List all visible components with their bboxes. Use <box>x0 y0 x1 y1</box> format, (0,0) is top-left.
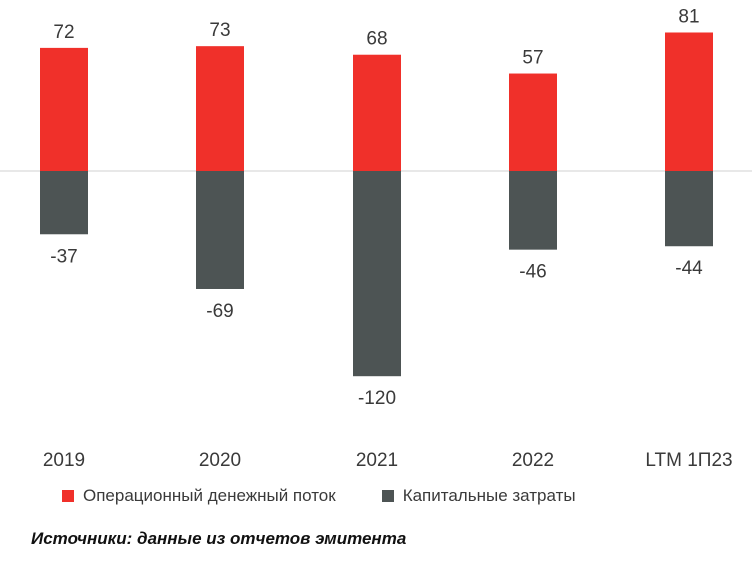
legend-label-operating-cf: Операционный денежный поток <box>83 486 336 505</box>
data-label-operating-cf-0: 72 <box>53 22 74 43</box>
bar-operating-cf-2019 <box>40 47 88 171</box>
data-label-capex-0: -37 <box>50 246 77 267</box>
data-label-operating-cf-1: 73 <box>209 20 230 41</box>
data-label-capex-2: -120 <box>358 388 396 409</box>
x-tick-label-4: LTM 1П23 <box>645 450 732 471</box>
bar-capex-2021 <box>353 171 401 377</box>
data-label-operating-cf-4: 81 <box>678 6 699 27</box>
bar-chart: 72 73 68 57 81 -37 -69 -120 -46 -44 2019 2020 2021 20… <box>0 6 752 471</box>
source-note: Источники: данные из отчетов эмитента <box>31 529 407 548</box>
x-tick-label-1: 2020 <box>199 450 241 471</box>
legend-item-operating-cf: Операционный денежный поток <box>62 486 336 506</box>
bar-capex-2019 <box>40 171 88 235</box>
data-label-capex-3: -46 <box>519 262 546 283</box>
x-tick-label-0: 2019 <box>43 450 85 471</box>
bar-operating-cf-2022 <box>509 73 557 171</box>
legend-label-capex: Капитальные затраты <box>402 486 576 505</box>
data-label-capex-4: -44 <box>675 258 703 279</box>
bar-capex-2022 <box>509 171 557 250</box>
legend-swatch-operating-cf <box>62 490 74 502</box>
legend: Операционный денежный поток Капитальные … <box>62 486 622 506</box>
data-label-operating-cf-3: 57 <box>522 48 543 69</box>
legend-swatch-capex <box>381 490 394 502</box>
x-tick-label-3: 2022 <box>512 450 554 471</box>
bar-operating-cf-ltm-1п23 <box>665 32 713 171</box>
bar-operating-cf-2020 <box>196 46 244 171</box>
legend-item-capex: Капитальные затраты <box>381 486 576 506</box>
bar-operating-cf-2021 <box>353 54 401 171</box>
data-label-operating-cf-2: 68 <box>366 29 387 50</box>
data-label-capex-1: -69 <box>206 301 233 322</box>
bar-capex-ltm-1п23 <box>665 171 713 247</box>
bar-capex-2020 <box>196 171 244 289</box>
x-tick-label-2: 2021 <box>356 450 398 471</box>
